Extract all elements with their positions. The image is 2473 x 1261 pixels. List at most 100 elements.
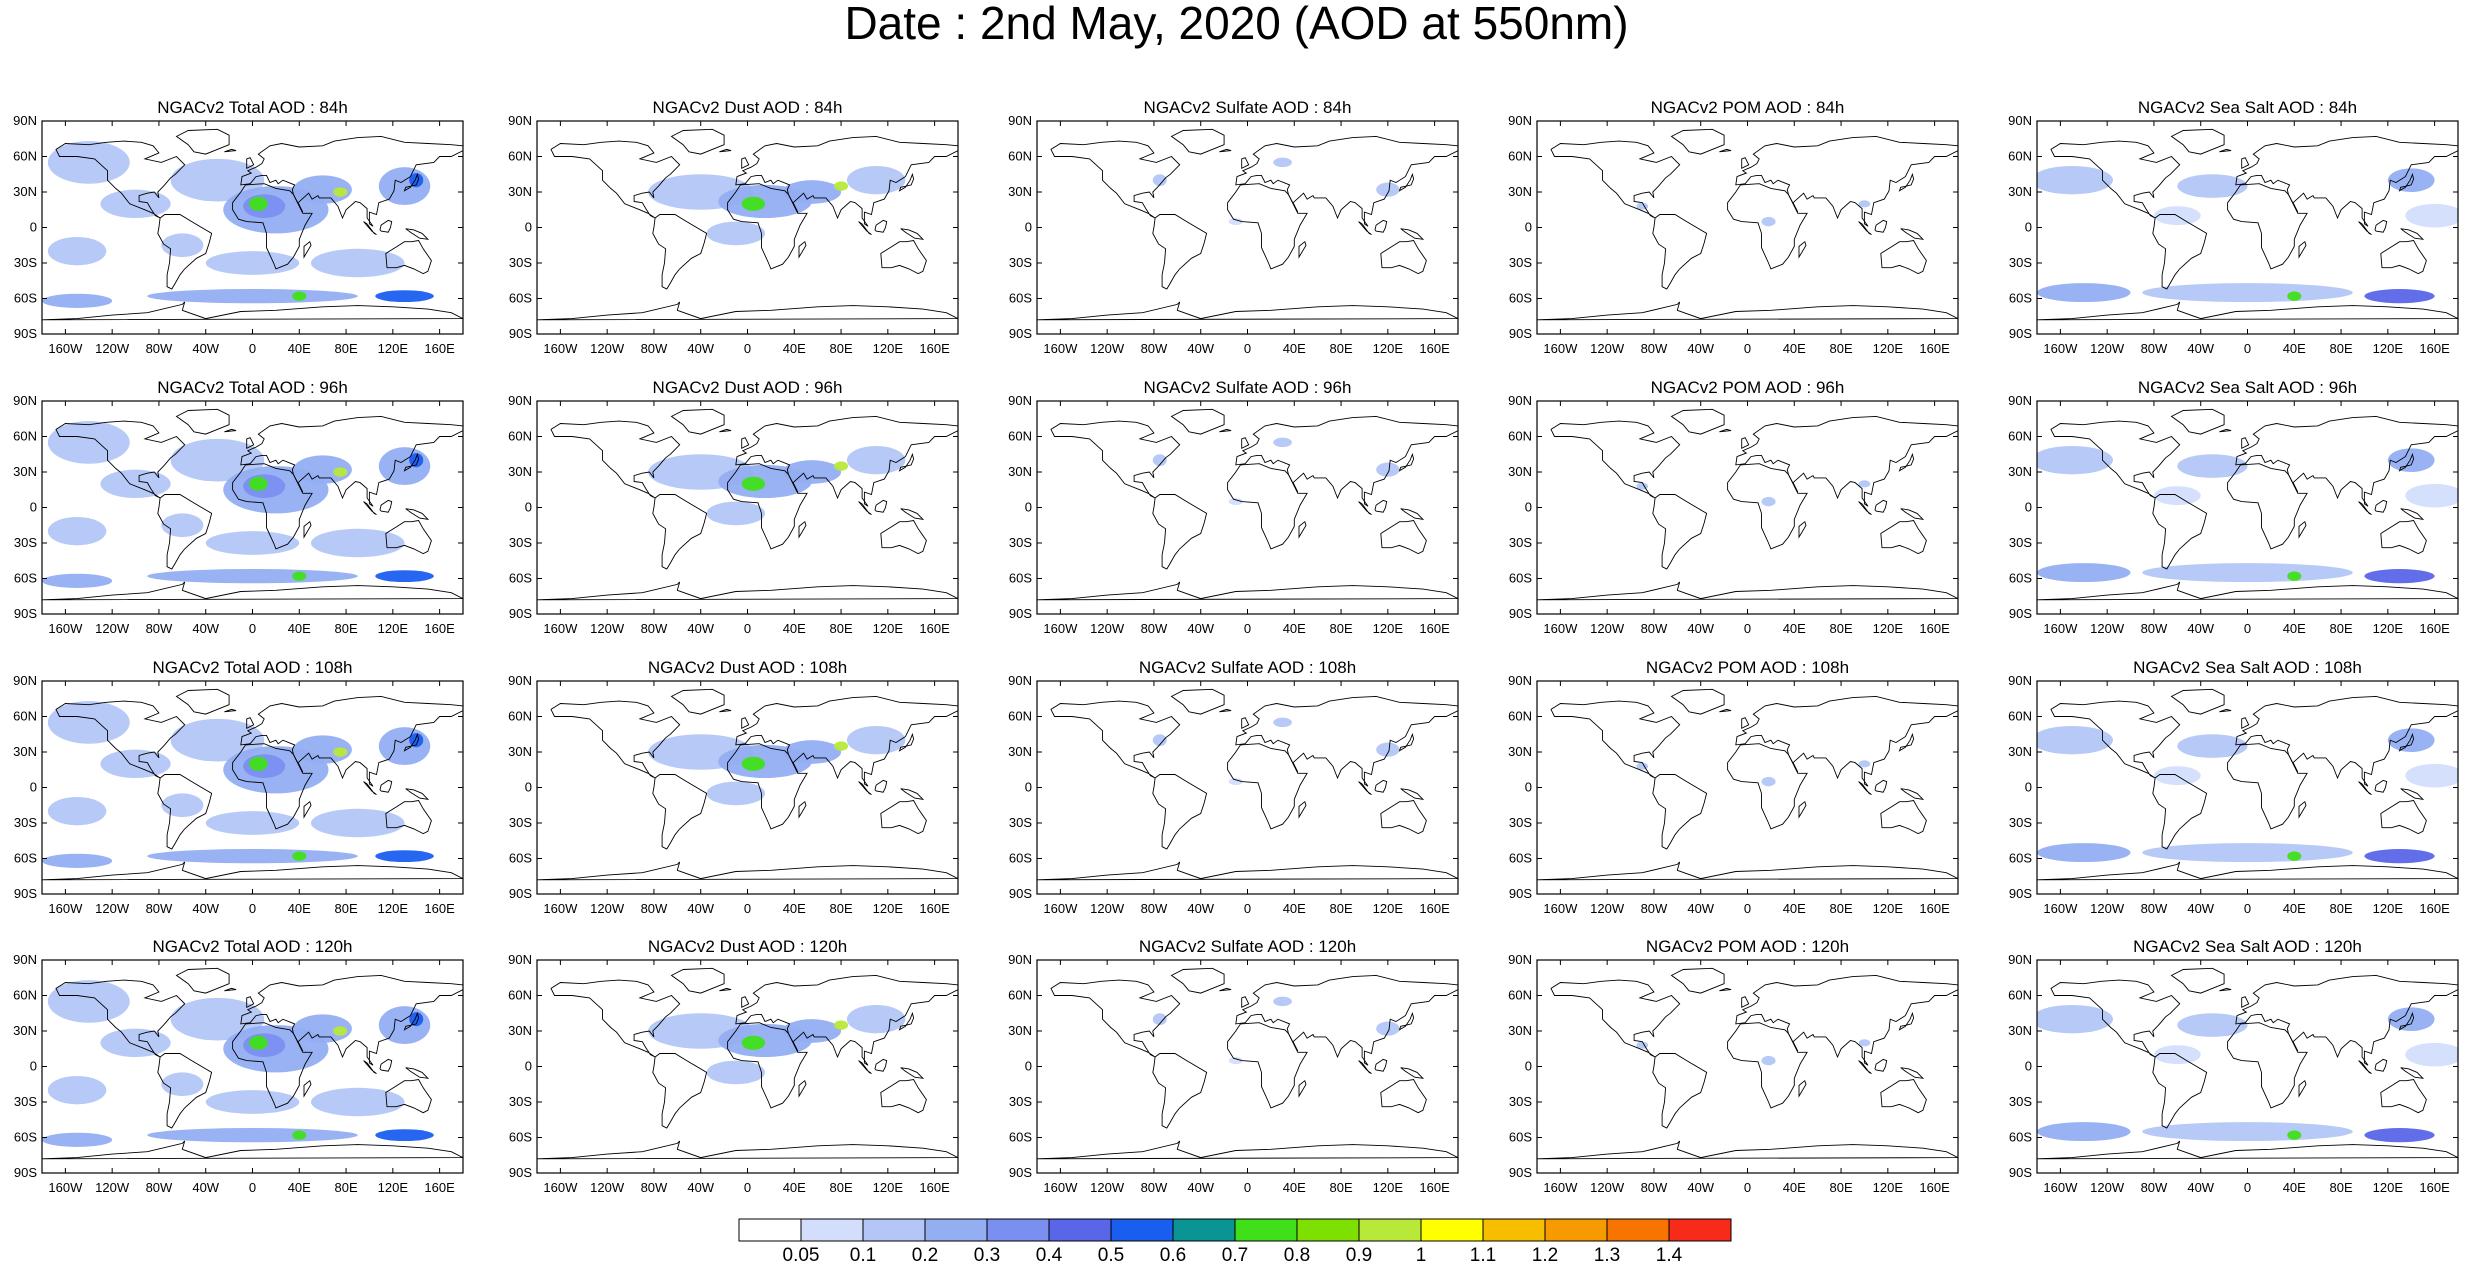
coastline [741, 996, 750, 1009]
coastline [363, 501, 377, 516]
lon-tick-label: 40W [1187, 901, 1214, 916]
lon-tick-label: 40E [2283, 341, 2306, 356]
lon-tick-label: 80E [829, 1180, 852, 1195]
coastline [1858, 221, 1872, 236]
lat-tick-label: 60S [1009, 851, 1032, 866]
map-panel-dust-3: NGACv2 Dust AOD : 120h 90N 60N 30N 0 30S 60S 90… [508, 937, 959, 1195]
lat-tick-label: 60N [1008, 149, 1032, 164]
lon-tick-label: 40E [783, 901, 806, 916]
lon-tick-label: 120E [1873, 341, 1904, 356]
aerosol-field [706, 1060, 766, 1085]
lat-tick-label: 30N [1008, 184, 1032, 199]
lat-tick-label: 60S [2009, 851, 2032, 866]
lat-tick-label: 60S [2009, 291, 2032, 306]
coastline [2241, 437, 2250, 450]
coastline [1219, 148, 1232, 153]
lon-tick-label: 80W [1141, 1180, 1168, 1195]
coastline [1898, 732, 1915, 752]
lat-tick-label: 0 [525, 780, 532, 795]
lon-tick-label: 40W [1687, 341, 1714, 356]
lon-tick-label: 40W [1687, 1180, 1714, 1195]
aerosol-field [170, 438, 265, 482]
lon-tick-label: 120W [2090, 1180, 2125, 1195]
coastline [55, 979, 186, 1058]
coastline [246, 717, 255, 730]
coastline [1400, 508, 1425, 520]
aerosol-field [2037, 283, 2131, 303]
panel-title: NGACv2 Sea Salt AOD : 108h [2133, 658, 2362, 677]
lon-tick-label: 120E [873, 1180, 904, 1195]
lon-tick-label: 120E [873, 341, 904, 356]
lat-tick-label: 90S [14, 886, 37, 901]
coastline [2358, 781, 2372, 796]
aerosol-field [741, 1035, 766, 1050]
coastline [1727, 183, 1808, 270]
map-panel-seasalt-0: NGACv2 Sea Salt AOD : 84h 90N 60N 30N 0 30S 60… [2008, 98, 2459, 356]
lon-tick-label: 80W [2141, 901, 2168, 916]
aerosol-field [846, 1004, 906, 1034]
aerosol-field [2387, 168, 2435, 193]
lon-tick-label: 40E [1783, 1180, 1806, 1195]
coastline [719, 987, 732, 992]
coastline [2398, 1011, 2415, 1031]
lat-tick-label: 30N [13, 1023, 37, 1038]
aerosol-field [2387, 1007, 2435, 1031]
lat-tick-label: 90S [14, 326, 37, 341]
coastline [741, 717, 750, 730]
lat-tick-label: 60N [1008, 988, 1032, 1003]
coastline [1741, 157, 1750, 170]
lat-tick-label: 30S [1009, 255, 1032, 270]
lon-tick-label: 40E [1783, 621, 1806, 636]
lon-tick-label: 40E [1283, 621, 1306, 636]
coastline [1235, 415, 1458, 507]
lat-tick-label: 90N [2008, 673, 2032, 688]
coastline [405, 228, 430, 240]
aerosol-field [310, 808, 405, 838]
coastline [1400, 788, 1425, 800]
lon-tick-label: 40E [2283, 621, 2306, 636]
coastline [2380, 800, 2427, 835]
coastline [858, 1060, 872, 1075]
lon-tick-label: 160W [543, 1180, 578, 1195]
coastline [2170, 408, 2225, 435]
aerosol-field [47, 141, 130, 184]
lat-tick-label: 0 [525, 220, 532, 235]
coastline [405, 1067, 430, 1079]
aerosol-field [293, 1014, 352, 1043]
lon-tick-label: 0 [1744, 901, 1751, 916]
aerosol-field [1761, 496, 1776, 507]
coastline [1898, 1011, 1915, 1031]
coastline [1550, 700, 1681, 779]
lon-tick-label: 80E [1329, 901, 1352, 916]
coastline [719, 708, 732, 713]
coastline [1741, 996, 1750, 1009]
lat-tick-label: 60N [13, 988, 37, 1003]
lon-tick-label: 0 [2244, 341, 2251, 356]
coastline [363, 221, 377, 236]
lon-tick-label: 0 [249, 901, 256, 916]
lat-tick-label: 60N [1508, 149, 1532, 164]
coastline [1227, 743, 1308, 830]
lat-tick-label: 30N [1008, 744, 1032, 759]
lon-tick-label: 80W [146, 621, 173, 636]
coastline [719, 428, 732, 433]
lon-tick-label: 80E [829, 341, 852, 356]
lat-tick-label: 90S [2009, 886, 2032, 901]
coastline [1798, 240, 1807, 259]
coastline [1798, 520, 1807, 539]
coastline [403, 1011, 420, 1031]
aerosol-field [100, 469, 171, 499]
lon-tick-label: 120E [1373, 341, 1404, 356]
coastline [175, 967, 230, 994]
aerosol-field [2177, 1013, 2248, 1037]
coastline [379, 779, 393, 793]
coastline [1037, 581, 1458, 601]
panel-title: NGACv2 Sulfate AOD : 108h [1139, 658, 1356, 677]
aerosol-field [47, 980, 130, 1023]
lon-tick-label: 0 [744, 901, 751, 916]
aerosol-field [2287, 851, 2302, 861]
coastline [2358, 221, 2372, 236]
lon-tick-label: 160W [1543, 341, 1578, 356]
lat-tick-label: 60S [509, 571, 532, 586]
coastline [2298, 520, 2307, 539]
